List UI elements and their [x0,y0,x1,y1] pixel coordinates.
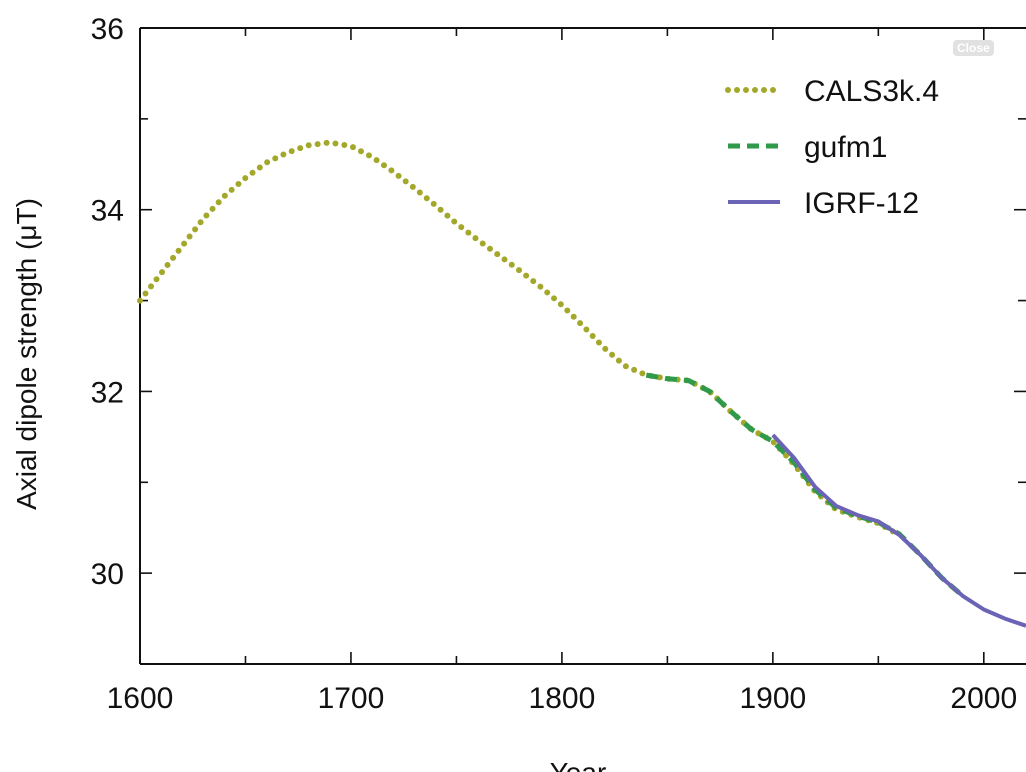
close-button[interactable]: Close [953,40,994,56]
legend-label: IGRF-12 [804,187,919,220]
legend: CALS3k.4 gufm1 IGRF-12 [725,75,939,220]
x-tick-label: 1800 [529,682,596,715]
x-tick-label: 1700 [318,682,385,715]
x-tick-label: 1600 [107,682,174,715]
x-axis-title: Year [550,757,607,772]
series-line-gufm1 [645,372,965,598]
series-line-cals3k-4 [137,139,903,538]
y-axis-title: Axial dipole strength (μT) [11,198,42,510]
x-tick-label: 1900 [739,682,806,715]
y-tick-label: 36 [91,13,124,46]
series-layer [137,139,1026,628]
x-tick-label: 2000 [950,682,1017,715]
series-line-igrf-12 [771,433,1026,628]
y-tick-label: 34 [91,195,124,228]
axes: 1600 1700 1800 1900 2000 30 32 34 36 [91,13,1026,715]
legend-label: CALS3k.4 [804,75,939,108]
legend-label: gufm1 [804,131,887,164]
y-tick-label: 32 [91,376,124,409]
y-tick-label: 30 [91,558,124,591]
